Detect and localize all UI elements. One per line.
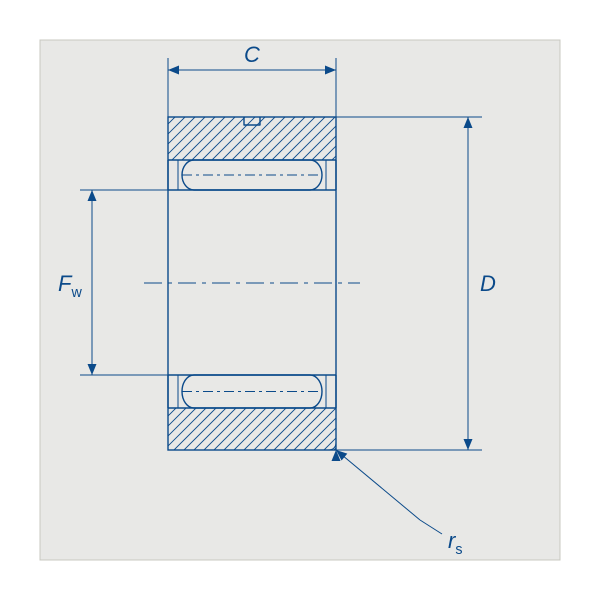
dim-label-d: D: [480, 271, 496, 296]
background-panel: [40, 40, 560, 560]
dim-label-c: C: [244, 42, 260, 67]
